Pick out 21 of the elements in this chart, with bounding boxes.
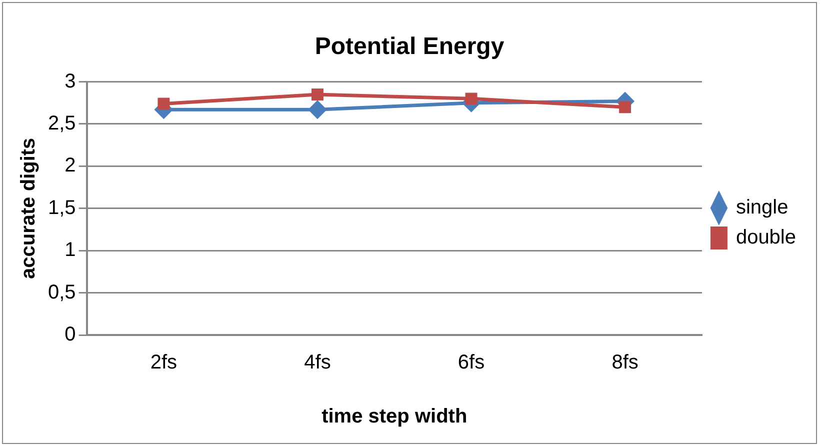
x-tick-label: 6fs bbox=[458, 352, 485, 374]
y-axis-title: accurate digits bbox=[18, 138, 40, 279]
y-tick-label: 0 bbox=[64, 324, 76, 346]
y-tick-label: 3 bbox=[64, 70, 76, 92]
legend-label: single bbox=[736, 196, 788, 219]
x-tick-label: 4fs bbox=[304, 352, 331, 374]
x-axis-title: time step width bbox=[322, 406, 468, 428]
x-tick-label: 8fs bbox=[612, 352, 638, 374]
y-tick-label: 1 bbox=[64, 239, 76, 262]
y-tick-label: 1,5 bbox=[48, 196, 76, 219]
point bbox=[465, 92, 478, 105]
point bbox=[308, 100, 326, 118]
x-tick-label: 2fs bbox=[150, 352, 178, 374]
y-tick-label: 2 bbox=[64, 154, 76, 177]
y-tick-label: 0,5 bbox=[48, 281, 76, 304]
point bbox=[619, 101, 632, 114]
point bbox=[158, 98, 170, 110]
y-tick-label: 2,5 bbox=[48, 112, 76, 135]
legend-label: double bbox=[736, 226, 796, 249]
point bbox=[311, 88, 324, 100]
chart-title: Potential Energy bbox=[314, 33, 505, 60]
